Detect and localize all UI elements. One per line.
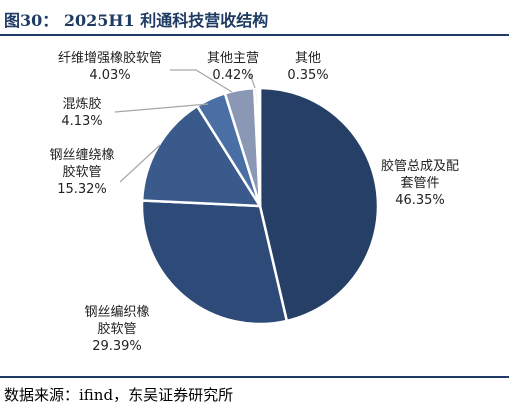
- slice-name-label-1: 钢丝编织橡胶软管: [84, 305, 149, 337]
- slice-value-label-0: 46.35%: [395, 193, 445, 208]
- leader-line-4: [170, 69, 233, 93]
- slice-value-label-3: 4.13%: [61, 114, 102, 129]
- slice-name-label-0: 胶管总成及配套管件: [381, 158, 459, 191]
- slice-value-label-1: 29.39%: [92, 339, 142, 354]
- slice-value-label-2: 15.32%: [57, 182, 107, 197]
- slice-value-label-4: 4.03%: [89, 68, 130, 83]
- slice-name-label-5: 其他主营: [207, 51, 259, 66]
- pie-slice-1: [140, 199, 289, 326]
- title-rule: [0, 34, 509, 36]
- source-note: 数据来源：ifind，东吴证券研究所: [4, 386, 234, 404]
- leader-line-2: [119, 144, 161, 183]
- slice-value-label-5: 0.42%: [212, 68, 253, 83]
- source-rule: [0, 376, 509, 378]
- slice-name-label-4: 纤维增强橡胶软管: [58, 50, 162, 66]
- slice-name-label-6: 其他: [295, 51, 321, 66]
- slice-name-label-3: 混炼胶: [62, 96, 101, 112]
- pie-slice-6: [256, 86, 262, 208]
- leader-line-3: [114, 103, 209, 113]
- figure-title: 图30： 2025H1 利通科技营收结构: [4, 11, 269, 30]
- slice-name-label-2: 钢丝缠绕橡胶软管: [49, 147, 114, 180]
- slice-value-label-6: 0.35%: [287, 68, 328, 83]
- pie-slice-0: [258, 86, 380, 323]
- leader-line-5: [249, 73, 256, 89]
